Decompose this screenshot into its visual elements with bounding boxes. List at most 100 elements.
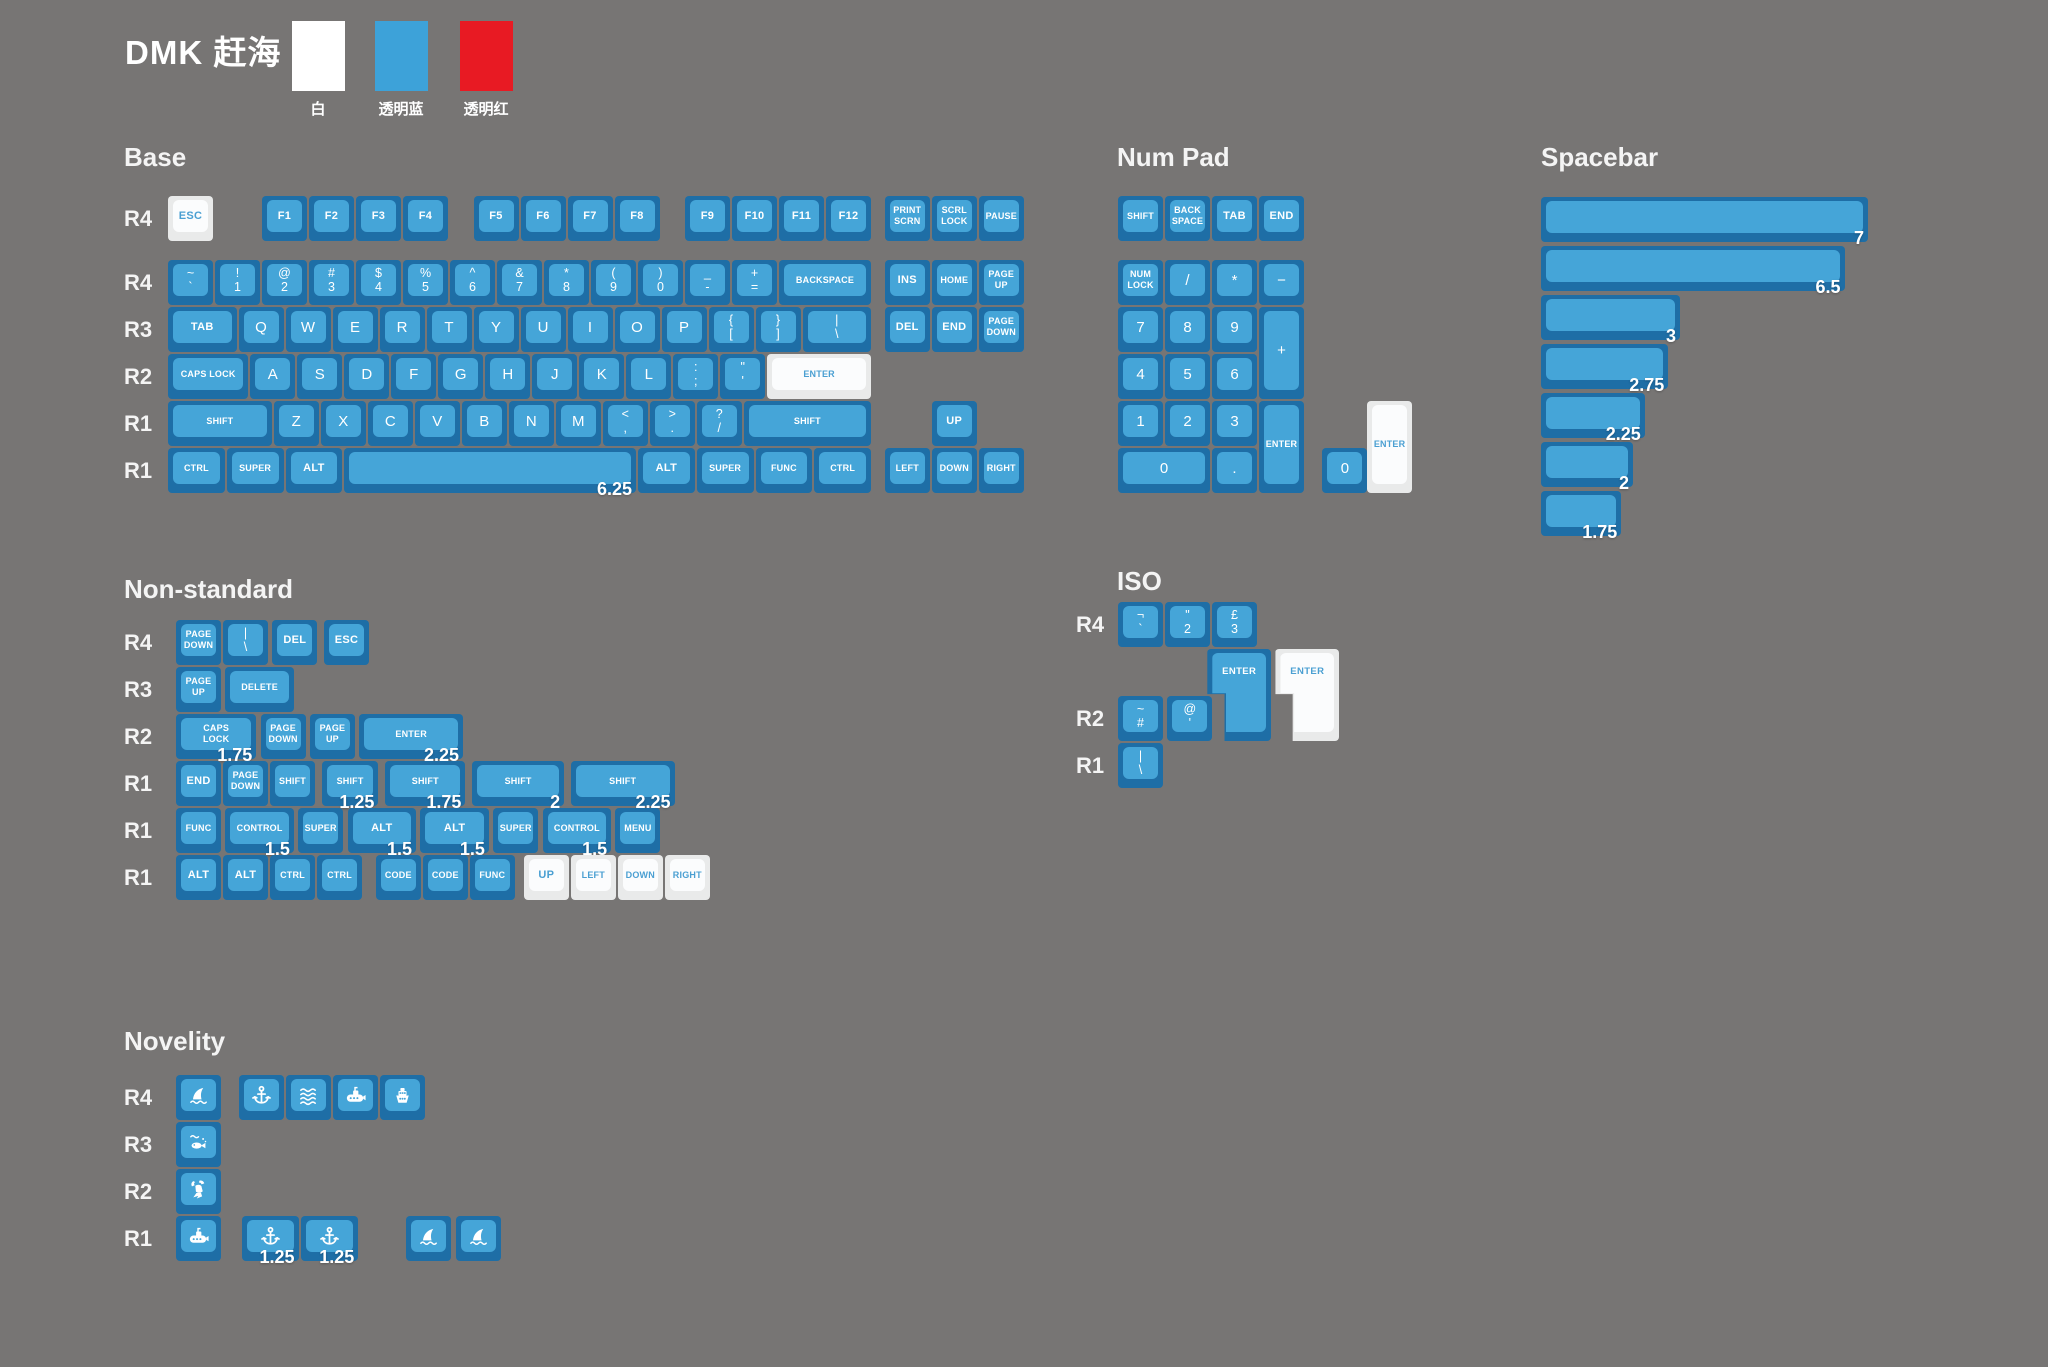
key-lt-comma: < , bbox=[602, 401, 648, 446]
key-shift: SHIFT bbox=[1118, 196, 1163, 241]
size-label: 1.75 bbox=[426, 792, 462, 812]
key-super: SUPER bbox=[493, 808, 539, 853]
key-lobster bbox=[176, 1169, 221, 1214]
key-f2: F2 bbox=[309, 196, 354, 241]
key-plus-equals: + = bbox=[732, 260, 777, 305]
row-label-r3: R3 bbox=[124, 1132, 153, 1157]
key-end: END bbox=[1259, 196, 1304, 241]
key-alt: ALT bbox=[176, 855, 221, 900]
key-spacebar-6-5: 6.5 bbox=[1541, 246, 1845, 297]
key-caret-6: ^ 6 bbox=[450, 260, 495, 305]
row-label-r4: R4 bbox=[124, 630, 153, 655]
key-end: END bbox=[931, 307, 977, 352]
section-title-novelty: Novelity bbox=[124, 1026, 226, 1056]
key-tab: TAB bbox=[1212, 196, 1257, 241]
key-zero-single: 0 bbox=[1322, 448, 1368, 493]
key-pound-3: £ 3 bbox=[1212, 602, 1257, 647]
key-up: UP bbox=[523, 855, 569, 900]
size-label: 1.5 bbox=[582, 839, 608, 859]
shark-fin-icon bbox=[187, 1084, 210, 1107]
key-quote-apostrophe: " ' bbox=[720, 354, 766, 399]
key-shift: SHIFT 2.25 bbox=[570, 761, 675, 812]
size-label: 2.75 bbox=[1629, 375, 1665, 395]
row-label-r1: R1 bbox=[124, 411, 153, 436]
key-func: FUNC bbox=[176, 808, 221, 853]
key-down: DOWN bbox=[931, 448, 977, 493]
key-spacebar-2: 2 bbox=[1541, 442, 1633, 493]
key-c: C bbox=[367, 401, 413, 446]
key-waves bbox=[286, 1075, 332, 1120]
ship-icon bbox=[391, 1084, 414, 1107]
row-label-r2: R2 bbox=[124, 364, 153, 389]
colorway-swatch-3 bbox=[460, 21, 513, 91]
key-3: 3 bbox=[1212, 401, 1257, 446]
key-print-scrn: PRINT SCRN bbox=[884, 196, 930, 241]
key-spacebar-3: 3 bbox=[1541, 295, 1680, 346]
key-4: 4 bbox=[1118, 354, 1163, 399]
colorway-swatch-label: 透明蓝 bbox=[378, 101, 424, 118]
key-ship bbox=[380, 1075, 426, 1120]
key-8: 8 bbox=[1165, 307, 1210, 352]
key-spacebar-1-75: 1.75 bbox=[1541, 491, 1622, 542]
key-2: 2 bbox=[1165, 401, 1210, 446]
colorway-swatch-label: 白 bbox=[310, 101, 326, 118]
key-shark-fin bbox=[455, 1216, 501, 1261]
key-at-2: @ 2 bbox=[262, 260, 307, 305]
size-label: 1.25 bbox=[319, 1247, 355, 1267]
key-up: UP bbox=[931, 401, 977, 446]
key-ins: INS bbox=[884, 260, 930, 305]
key-del: DEL bbox=[884, 307, 930, 352]
key-gt-period: > . bbox=[649, 401, 695, 446]
key-scrl-lock: SCRL LOCK bbox=[931, 196, 977, 241]
key-slash: / bbox=[1165, 260, 1210, 305]
key-shark-fin bbox=[406, 1216, 452, 1261]
key-exclam-1: ! 1 bbox=[215, 260, 260, 305]
key-pipe-backslash: | \ bbox=[802, 307, 871, 352]
key-rparen-0: ) 0 bbox=[638, 260, 683, 305]
key-percent-5: % 5 bbox=[403, 260, 448, 305]
key-end: END bbox=[176, 761, 221, 806]
key-caps-lock: CAPS LOCK 1.75 bbox=[176, 714, 257, 765]
key-rbrace-rbracket: } ] bbox=[755, 307, 801, 352]
row-label-r1: R1 bbox=[124, 771, 153, 796]
key-submarine bbox=[176, 1216, 221, 1261]
key-colon-semicolon: : ; bbox=[673, 354, 719, 399]
key-menu: MENU bbox=[615, 808, 661, 853]
key-lbrace-lbracket: { [ bbox=[708, 307, 754, 352]
size-label: 2 bbox=[1618, 473, 1629, 493]
section-title-nonstandard: Non-standard bbox=[124, 574, 293, 604]
key-home: HOME bbox=[931, 260, 977, 305]
key-pipe-backslash: | \ bbox=[1118, 743, 1163, 788]
key-b: B bbox=[461, 401, 507, 446]
key-amp-7: & 7 bbox=[497, 260, 542, 305]
key-asterisk-8: * 8 bbox=[544, 260, 589, 305]
size-label: 7 bbox=[1853, 228, 1864, 248]
row-label-r2: R2 bbox=[124, 724, 153, 749]
section-title-numpad: Num Pad bbox=[1117, 142, 1230, 172]
size-label: 1.5 bbox=[459, 839, 485, 859]
fish-icon bbox=[187, 1131, 210, 1154]
key-m: M bbox=[555, 401, 601, 446]
row-label-r4: R4 bbox=[1076, 612, 1105, 637]
key-anchor: 1.25 bbox=[301, 1216, 359, 1267]
key-f11: F11 bbox=[779, 196, 824, 241]
size-label: 1.75 bbox=[1582, 522, 1618, 542]
key-6: 6 bbox=[1212, 354, 1257, 399]
key-shift: SHIFT 1.25 bbox=[321, 761, 379, 812]
key-not-grave: ¬ ` bbox=[1118, 602, 1163, 647]
key-code: CODE bbox=[422, 855, 468, 900]
key-shift: SHIFT bbox=[270, 761, 315, 806]
key-s: S bbox=[297, 354, 343, 399]
key-back-space: BACK SPACE bbox=[1165, 196, 1210, 241]
key-pipe-backslash: | \ bbox=[223, 620, 268, 665]
size-label: 2 bbox=[550, 792, 561, 812]
key-page-up: PAGE UP bbox=[309, 714, 355, 759]
key-spacebar-7: 7 bbox=[1541, 197, 1868, 248]
key-backspace: BACKSPACE bbox=[779, 260, 871, 305]
key-f8: F8 bbox=[614, 196, 660, 241]
row-label-r1: R1 bbox=[124, 1226, 153, 1251]
key-super: SUPER bbox=[696, 448, 754, 493]
